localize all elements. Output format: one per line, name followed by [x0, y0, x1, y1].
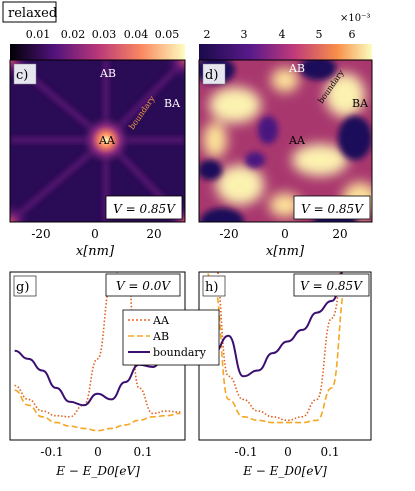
panel-g-label: g): [16, 280, 29, 295]
panel-c-label: c): [16, 68, 28, 83]
panel-g-xtick: -0.1: [40, 445, 63, 459]
panel-c-xtick: 0: [91, 227, 99, 241]
panel-c-voltage: V = 0.85V: [113, 202, 176, 216]
panel-d-xtick: -20: [219, 227, 238, 241]
legend: AA AB boundary: [122, 309, 220, 366]
colorbar-right: [199, 44, 372, 60]
panel-h-label: h): [205, 280, 218, 295]
panel-g-xtick: 0: [94, 445, 102, 459]
legend-label-boundary: boundary: [153, 346, 207, 359]
heatmap-d: [199, 60, 372, 222]
panel-g-voltage-box: [105, 273, 181, 297]
panel-d-xtick: 0: [281, 227, 289, 241]
panel-c-ab: AB: [99, 67, 116, 80]
panel-h-voltage: V = 0.85V: [300, 279, 363, 293]
cbar-left-tick: 0.04: [124, 28, 149, 41]
panel-c-label-box: [13, 63, 37, 85]
panel-c-aa: AA: [98, 134, 116, 147]
panel-d-label-box: [202, 63, 226, 85]
cbar-right-tick: 3: [241, 28, 248, 41]
plot-h-frame: [198, 271, 372, 441]
cbar-right-tick: 6: [349, 28, 356, 41]
panel-g-label-box: [13, 275, 37, 297]
series-line-boundary-h: [199, 272, 344, 378]
panel-c-voltage-box: [105, 195, 183, 220]
panel-h-voltage-box: [293, 273, 370, 297]
series-line-ab-h: [206, 272, 354, 424]
legend-label-ab: AB: [152, 330, 169, 343]
figure-label-box: [2, 1, 57, 23]
cbar-left-tick: 0.03: [92, 28, 117, 41]
legend-label-aa: AA: [152, 314, 170, 327]
panel-h-xlabel: E − E_D0[eV]: [242, 464, 327, 478]
plot-g: [14, 272, 181, 432]
panel-d-voltage-box: [293, 195, 371, 220]
plot-h-series: [199, 272, 354, 424]
cbar-right-exponent: ×10⁻³: [340, 13, 370, 24]
cbar-left-tick: 0.05: [155, 28, 180, 41]
plot-h: [199, 272, 354, 424]
panel-d-label: d): [205, 68, 218, 83]
panel-h-label-box: [202, 275, 226, 297]
cbar-left-tick: 0.01: [26, 28, 51, 41]
series-line-aa-g: [14, 272, 181, 418]
panel-d-ab: AB: [288, 62, 305, 75]
panel-c-xtick: 20: [146, 227, 161, 241]
panel-c-xtick: -20: [31, 227, 50, 241]
panel-h-xtick: 0.1: [320, 445, 339, 459]
series-line-aa-h: [217, 272, 342, 422]
heatmap-c: [10, 60, 185, 222]
colorbar-left: [10, 44, 185, 60]
panel-g-xtick: 0.1: [133, 445, 152, 459]
panel-g-xlabel: E − E_D0[eV]: [55, 464, 140, 478]
panel-c-ba: BA: [164, 97, 181, 110]
plot-g-series: [14, 272, 181, 432]
panel-d-aa: AA: [288, 134, 306, 147]
panel-c-xlabel: x[nm]: [76, 244, 115, 259]
cbar-right-tick: 5: [316, 28, 323, 41]
series-line-ab-g: [14, 389, 181, 432]
panel-d-xlabel: x[nm]: [266, 244, 305, 259]
series-line-boundary-g: [14, 349, 181, 407]
panel-g-voltage: V = 0.0V: [116, 279, 171, 293]
panel-h-xtick: -0.1: [234, 445, 257, 459]
figure-label: relaxed: [8, 6, 57, 21]
panel-d-xtick: 20: [332, 227, 347, 241]
panel-d-voltage: V = 0.85V: [301, 202, 364, 216]
cbar-left-tick: 0.02: [61, 28, 86, 41]
panel-h-xtick: 0: [284, 445, 292, 459]
cbar-right-tick: 4: [279, 28, 286, 41]
panel-d-ba: BA: [352, 97, 369, 110]
cbar-right-tick: 2: [204, 28, 211, 41]
